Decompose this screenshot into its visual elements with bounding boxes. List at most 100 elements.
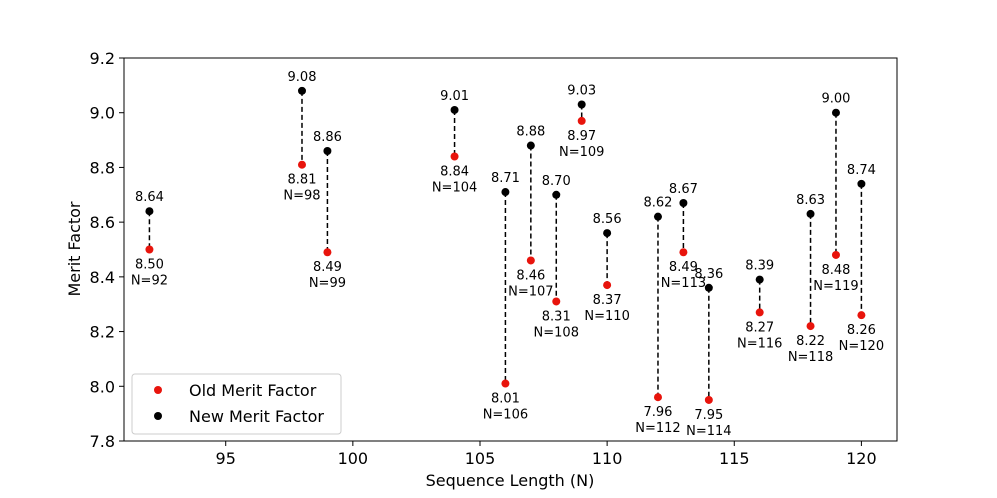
sequence-length-label: N=108 (534, 325, 579, 340)
x-tick-label: 120 (846, 449, 877, 468)
legend-box (131, 373, 342, 435)
new-value-label: 8.74 (847, 163, 876, 178)
new-value-label: 8.56 (593, 212, 622, 227)
x-tick-label: 110 (592, 449, 623, 468)
new-merit-point (145, 207, 154, 216)
y-tick-label: 8.8 (90, 158, 115, 177)
sequence-length-label: N=118 (788, 350, 833, 365)
new-value-label: 8.64 (135, 190, 164, 205)
old-merit-point (297, 160, 306, 169)
sequence-length-label: N=116 (737, 336, 782, 351)
sequence-length-label: N=114 (686, 424, 731, 439)
data-point-group: 8.64 8.50N=92 (131, 190, 168, 288)
x-tick-label: 115 (719, 449, 750, 468)
new-merit-point (577, 100, 586, 109)
new-value-label: 8.86 (313, 130, 342, 145)
old-merit-point (526, 256, 535, 265)
old-merit-point (577, 116, 586, 125)
x-tick-label: 95 (216, 449, 236, 468)
data-point-group: 9.01 8.84N=104 (432, 89, 477, 196)
old-merit-point (857, 311, 866, 320)
new-merit-point (297, 86, 306, 95)
x-tick-label: 105 (465, 449, 496, 468)
old-merit-point (603, 281, 612, 290)
new-merit-point (704, 283, 713, 292)
data-point-group: 8.67 8.49N=113 (661, 182, 706, 291)
new-value-label: 9.03 (567, 84, 596, 99)
data-point-group: 8.39 8.27N=116 (737, 259, 782, 352)
old-merit-point (755, 308, 764, 317)
data-point-group: 8.74 8.26N=120 (839, 163, 884, 354)
new-value-label: 8.88 (516, 125, 545, 140)
sequence-length-label: N=98 (283, 189, 320, 204)
old-value-label: 8.97 (567, 129, 596, 144)
old-value-label: 8.81 (288, 173, 317, 188)
data-point-group: 8.70 8.31N=108 (534, 174, 579, 341)
sequence-length-label: N=119 (813, 279, 858, 294)
new-value-label: 9.00 (821, 92, 850, 107)
new-value-label: 8.63 (796, 193, 825, 208)
y-tick-label: 8.6 (90, 213, 115, 232)
y-tick-label: 8.2 (90, 323, 115, 342)
new-value-label: 8.36 (694, 267, 723, 282)
old-value-label: 8.49 (669, 260, 698, 275)
old-merit-point (323, 248, 332, 257)
sequence-length-label: N=113 (661, 276, 706, 291)
new-merit-point (603, 229, 612, 238)
old-value-label: 8.31 (542, 309, 571, 324)
new-value-label: 9.08 (288, 70, 317, 85)
data-point-group: 8.63 8.22N=118 (788, 193, 833, 365)
new-value-label: 9.01 (440, 89, 469, 104)
data-point-group: 8.62 7.96N=112 (635, 196, 680, 437)
new-merit-point (653, 212, 662, 221)
old-merit-point (806, 322, 815, 331)
plot-frame (123, 57, 898, 442)
new-value-label: 8.70 (542, 174, 571, 189)
new-value-label: 8.67 (669, 182, 698, 197)
x-tick-label: 100 (338, 449, 369, 468)
data-point-group: 8.71 8.01N=106 (483, 171, 528, 422)
old-value-label: 8.46 (516, 268, 545, 283)
old-value-label: 8.48 (821, 263, 850, 278)
old-value-label: 8.27 (745, 320, 774, 335)
data-point-group: 9.03 8.97N=109 (559, 84, 604, 160)
data-point-group: 8.56 8.37N=110 (584, 212, 629, 324)
old-merit-point (653, 393, 662, 402)
old-merit-point (704, 395, 713, 404)
new-merit-point (806, 209, 815, 218)
y-tick-label: 9.0 (90, 104, 115, 123)
data-point-group: 9.08 8.81N=98 (283, 70, 320, 204)
legend-label-old: Old Merit Factor (189, 381, 317, 400)
sequence-length-label: N=104 (432, 180, 477, 195)
new-merit-point (831, 108, 840, 117)
old-merit-point (831, 250, 840, 259)
x-axis-title: Sequence Length (N) (426, 471, 595, 490)
new-value-label: 8.62 (644, 196, 673, 211)
y-tick-label: 8.4 (90, 268, 115, 287)
sequence-length-label: N=106 (483, 408, 528, 423)
new-merit-point (526, 141, 535, 150)
plot-area: 8.648.50N=929.088.81N=988.868.49N=999.01… (131, 70, 884, 439)
new-value-label: 8.39 (745, 259, 774, 274)
new-merit-point (755, 275, 764, 284)
legend-label-new: New Merit Factor (189, 407, 324, 426)
old-merit-point (501, 379, 510, 388)
data-point-group: 8.36 7.95N=114 (686, 267, 731, 439)
old-value-label: 8.22 (796, 334, 825, 349)
old-merit-point (450, 152, 459, 161)
y-tick-label: 9.2 (90, 49, 115, 68)
sequence-length-label: N=107 (508, 284, 553, 299)
old-merit-point (145, 245, 154, 254)
sequence-length-label: N=109 (559, 145, 604, 160)
y-tick-label: 7.8 (90, 432, 115, 451)
old-value-label: 8.26 (847, 323, 876, 338)
new-merit-point (323, 147, 332, 156)
y-tick-label: 8.0 (90, 377, 115, 396)
legend: Old Merit Factor New Merit Factor (131, 373, 342, 435)
old-value-label: 8.37 (593, 293, 622, 308)
new-merit-point (857, 179, 866, 188)
legend-marker-new (154, 412, 162, 420)
sequence-length-label: N=110 (584, 309, 629, 324)
y-axis-title: Merit Factor (65, 201, 84, 296)
legend-marker-old (154, 386, 162, 394)
